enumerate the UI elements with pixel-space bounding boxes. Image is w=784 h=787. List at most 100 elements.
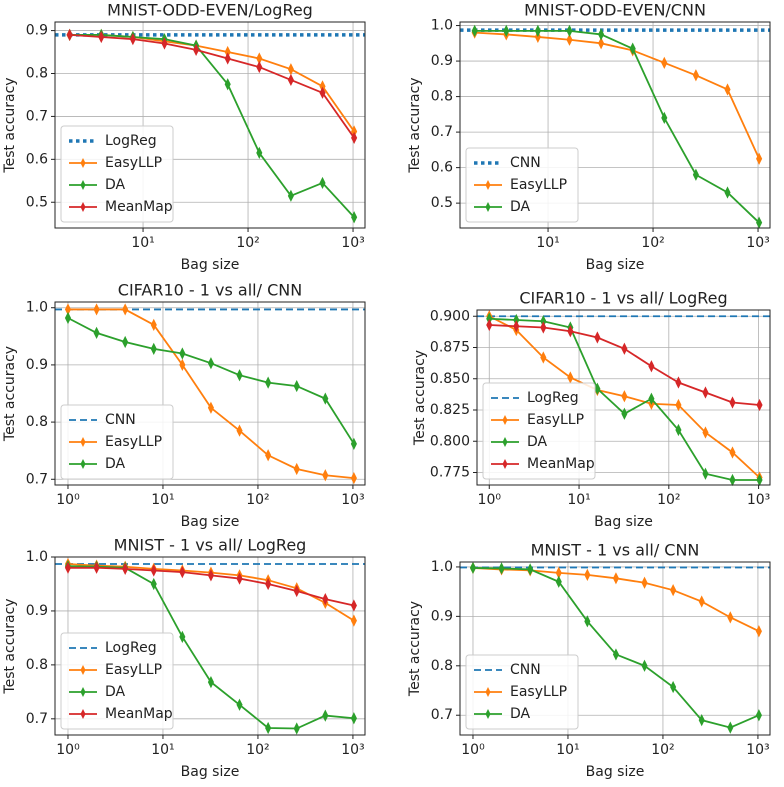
marker [287,189,294,202]
axes-frame [54,301,366,486]
marker [236,424,243,437]
marker [675,398,682,412]
legend-marker [80,437,86,447]
marker [129,33,136,46]
y-tick-label: 0.9 [431,608,453,624]
marker [698,595,705,608]
marker [692,69,699,82]
marker [675,376,682,389]
marker [287,63,294,76]
marker [256,60,263,74]
chart-title: MNIST - 1 vs all/ LogReg [114,536,307,555]
x-axis-label: Bag size [181,514,240,530]
legend-marker [80,158,86,168]
x-tick-label: 10² [657,492,680,508]
x-tick-label: 10² [246,742,269,758]
legend-marker [485,180,491,190]
y-tick-label: 0.5 [26,194,48,210]
marker [567,325,574,338]
y-tick-label: 1.0 [26,300,48,316]
marker [66,28,73,41]
x-tick-label: 10³ [746,235,769,251]
marker [702,426,709,439]
y-tick-label: 0.5 [431,195,453,211]
marker [265,376,272,389]
marker [64,561,72,574]
y-tick-label: 0.7 [431,707,453,723]
series-line [69,33,355,132]
legend-marker [502,415,508,425]
legend-label: DA [510,199,531,215]
x-tick-label: 10² [246,492,269,508]
y-tick-label: 0.875 [430,340,470,356]
legend-marker [485,687,491,697]
legend-label: EasyLLP [510,684,567,700]
x-tick-label: 10⁰ [56,492,80,508]
marker [486,318,493,332]
axes-frame [54,21,366,229]
legend-marker [80,202,86,212]
marker [756,398,763,412]
x-tick-label: 10¹ [151,492,174,508]
marker [727,721,734,734]
x-axis-label: Bag size [594,514,653,530]
marker [702,467,709,480]
legend-label: EasyLLP [105,155,162,171]
marker [351,131,358,144]
legend-label: LogReg [105,640,157,656]
x-tick-label: 10¹ [151,742,174,758]
marker [621,342,628,355]
marker [265,449,272,462]
marker [621,390,628,403]
legend-box [482,382,596,480]
marker [350,599,357,612]
legend-label: EasyLLP [105,434,162,450]
y-tick-label: 0.7 [26,711,48,727]
marker [93,326,100,339]
marker [555,575,562,588]
marker [93,561,100,574]
legend-box [60,632,174,730]
legend-label: EasyLLP [527,412,584,428]
subplot: MNIST-ODD-EVEN/LogReg Bag size Test accura… [2,1,366,273]
x-axis-label: Bag size [181,764,240,780]
marker [584,568,591,581]
marker [350,614,357,627]
x-tick-label: 10³ [341,742,364,758]
legend-marker [502,459,508,469]
legend-label: DA [510,706,531,722]
chart-title: MNIST-ODD-EVEN/CNN [524,1,706,20]
y-tick-label: 0.6 [431,160,453,176]
x-tick-label: 10¹ [567,492,590,508]
x-tick-label: 10³ [747,492,770,508]
marker [612,648,620,661]
marker [661,111,668,125]
legend-box [465,654,579,730]
marker [648,392,655,405]
marker [293,462,300,476]
x-tick-label: 10⁰ [478,492,502,508]
y-tick-label: 0.825 [430,402,470,418]
marker [698,714,705,727]
marker [287,73,294,87]
series-line [474,31,760,160]
legend: CNN EasyLLP DA [60,404,174,480]
marker [122,562,129,575]
marker [64,311,72,325]
marker [471,24,478,37]
marker [527,563,534,576]
marker [692,168,699,181]
marker [122,335,129,349]
marker [319,176,326,190]
marker [122,303,129,316]
series-line [69,33,355,218]
marker [265,721,272,735]
marker [224,78,231,91]
y-tick-label: 1.0 [26,549,48,565]
marker [469,561,477,575]
marker [661,56,668,69]
legend-label: CNN [510,662,541,678]
y-tick-label: 0.8 [26,657,48,673]
marker [207,569,215,582]
legend-label: DA [527,434,548,450]
